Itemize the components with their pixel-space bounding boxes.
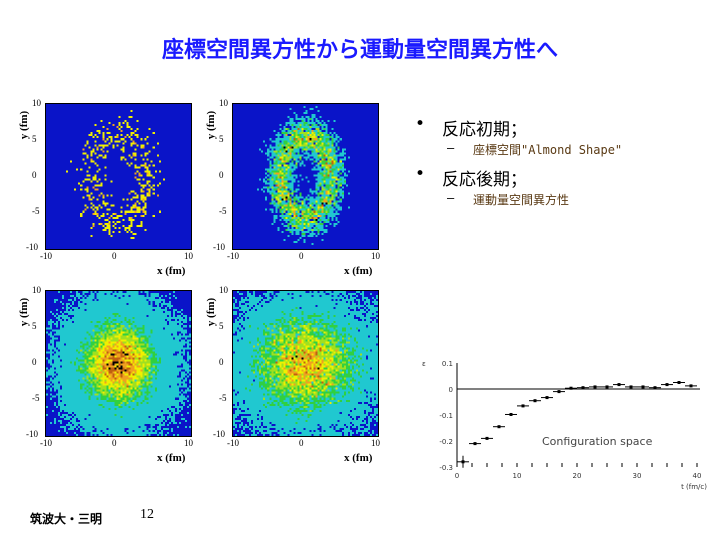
- x-tick: 0: [299, 251, 304, 261]
- y-tick: 5: [32, 321, 37, 331]
- x-tick: 0: [299, 438, 304, 448]
- y-tick: 0: [32, 170, 37, 180]
- data-point: [593, 385, 597, 389]
- heatmap-canvas: [45, 103, 192, 250]
- x-axis-label: x (fm): [157, 452, 186, 464]
- heatmap-canvas: [232, 103, 379, 250]
- y-tick: 5: [219, 321, 224, 331]
- y-tick-label: -0.1: [439, 412, 453, 420]
- x-tick: 0: [112, 251, 117, 261]
- footer-author: 筑波大・三明: [30, 512, 103, 526]
- y-tick: 0: [32, 357, 37, 367]
- data-point: [485, 436, 489, 440]
- y-tick: -5: [32, 393, 40, 403]
- x-tick: 10: [371, 251, 380, 261]
- sub-bullet-early: 座標空間"Almond Shape": [415, 141, 622, 165]
- data-point: [653, 386, 657, 390]
- y-tick: -5: [219, 393, 227, 403]
- y-tick: 0: [219, 357, 224, 367]
- heatmap-late-spread: 10 5 0 -5 -10 -10 0 10 y (fm) x (fm): [199, 282, 389, 467]
- heatmap-canvas: [232, 290, 379, 437]
- eccentricity-chart: 0.10-0.1-0.2-0.30 10 20 30 40t (fm/c)εConfig…: [422, 360, 707, 490]
- x-axis-label: t (fm/c): [681, 483, 707, 490]
- y-tick: -5: [219, 206, 227, 216]
- data-point: [641, 385, 645, 389]
- y-axis-label: y (fm): [18, 297, 30, 327]
- data-point: [665, 383, 669, 387]
- y-tick: -10: [26, 242, 38, 252]
- slide-title: 座標空間異方性から運動量空間異方性へ: [161, 38, 558, 63]
- x-axis-label: x (fm): [344, 452, 373, 464]
- x-tick: 10: [184, 251, 193, 261]
- sub-bullet-late: 運動量空間異方性: [415, 191, 622, 215]
- x-tick-label: 30: [633, 472, 642, 480]
- bullet-early: 反応初期；: [415, 114, 622, 141]
- y-tick: -5: [32, 206, 40, 216]
- data-point: [533, 399, 537, 403]
- data-point: [497, 425, 501, 429]
- data-point: [629, 385, 633, 389]
- y-tick-label: -0.3: [439, 464, 453, 472]
- data-point: [473, 442, 477, 446]
- x-tick: 0: [112, 438, 117, 448]
- y-tick-label: 0.1: [442, 360, 453, 368]
- x-tick: -10: [227, 438, 239, 448]
- data-point: [521, 404, 525, 408]
- x-tick-label: 0: [455, 472, 459, 480]
- x-tick: -10: [40, 251, 52, 261]
- y-axis-label: y (fm): [205, 297, 217, 327]
- x-tick: -10: [40, 438, 52, 448]
- y-tick: -10: [26, 429, 38, 439]
- y-tick: 5: [32, 134, 37, 144]
- x-tick: -10: [227, 251, 239, 261]
- data-point: [605, 385, 609, 389]
- annotation: Configuration space: [542, 435, 653, 448]
- data-point: [545, 396, 549, 400]
- data-point: [581, 386, 585, 390]
- y-axis-label: ε: [422, 360, 426, 368]
- x-tick-label: 10: [513, 472, 522, 480]
- y-tick: 10: [32, 285, 41, 295]
- data-point: [509, 412, 513, 416]
- data-point: [569, 386, 573, 390]
- y-axis-label: y (fm): [18, 110, 30, 140]
- x-tick-label: 40: [693, 472, 702, 480]
- x-tick: 10: [371, 438, 380, 448]
- heatmap-early-ring: 10 5 0 -5 -10 -10 0 10 y (fm) x (fm): [199, 95, 389, 280]
- data-point: [689, 384, 693, 388]
- y-axis-label: y (fm): [205, 110, 217, 140]
- bullet-late: 反応後期；: [415, 164, 622, 191]
- x-axis-label: x (fm): [157, 265, 186, 277]
- y-tick-label: 0: [449, 386, 453, 394]
- x-tick: 10: [184, 438, 193, 448]
- heatmap-late-dense: 10 5 0 -5 -10 -10 0 10 y (fm) x (fm): [12, 282, 202, 467]
- y-tick: 10: [219, 285, 228, 295]
- data-point: [677, 381, 681, 384]
- data-point: [617, 383, 621, 387]
- bullet-list: 反応初期； 座標空間"Almond Shape" 反応後期； 運動量空間異方性: [415, 114, 622, 215]
- heatmap-canvas: [45, 290, 192, 437]
- heatmap-early-sparse: 10 5 0 -5 -10 -10 0 10 y (fm) x (fm): [12, 95, 202, 280]
- data-point: [557, 390, 561, 394]
- y-tick: 5: [219, 134, 224, 144]
- y-tick-label: -0.2: [439, 438, 453, 446]
- y-tick: 10: [32, 98, 41, 108]
- x-axis-label: x (fm): [344, 265, 373, 277]
- y-tick: 10: [219, 98, 228, 108]
- x-tick-label: 20: [573, 472, 582, 480]
- y-tick: 0: [219, 170, 224, 180]
- page-number: 12: [140, 507, 154, 522]
- y-tick: -10: [213, 242, 225, 252]
- y-tick: -10: [213, 429, 225, 439]
